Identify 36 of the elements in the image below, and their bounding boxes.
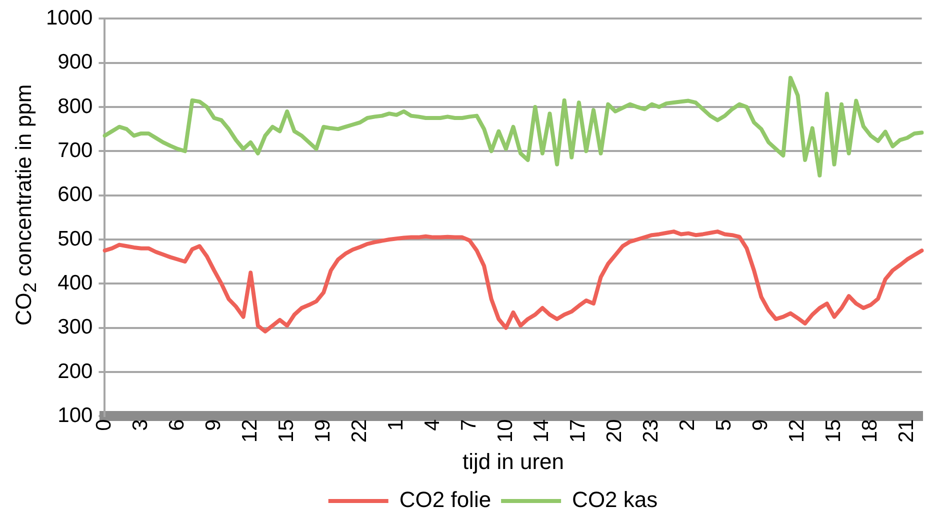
x-tick-label: 9	[749, 419, 772, 431]
x-tick-label: 14	[530, 418, 554, 443]
x-tick-label: 15	[822, 419, 846, 443]
x-tick-label: 6	[165, 419, 188, 431]
x-axis-title: tijd in uren	[462, 448, 564, 474]
x-tick-label: 20	[603, 419, 626, 443]
y-tick-label: 400	[58, 271, 93, 294]
y-tick-label: 700	[58, 138, 93, 162]
y-tick-label: 900	[58, 50, 93, 74]
x-tick-label: 21	[895, 419, 918, 443]
x-tick-label: 22	[348, 419, 371, 443]
x-tick-label: 4	[420, 418, 444, 431]
x-tick-label: 18	[858, 419, 882, 443]
y-tick-label: 300	[58, 316, 93, 339]
x-tick-label: 15	[274, 419, 298, 443]
x-tick-label: 2	[676, 419, 700, 431]
x-tick-label: 17	[566, 419, 590, 443]
y-tick-label: 600	[58, 183, 93, 206]
x-tick-label: 0	[92, 419, 116, 431]
y-tick-label: 100	[58, 404, 93, 428]
x-tick-label: 3	[128, 419, 152, 431]
legend-label: CO2 kas	[572, 487, 658, 512]
x-tick-label: 1	[384, 419, 408, 431]
x-tick-label: 10	[494, 419, 517, 443]
y-tick-label: 200	[58, 360, 93, 383]
y-tick-label: 800	[58, 94, 93, 118]
x-tick-label: 9	[202, 419, 225, 431]
legend-label: CO2 folie	[399, 487, 492, 512]
x-tick-label: 7	[457, 419, 480, 431]
x-tick-label: 19	[311, 419, 334, 443]
y-tick-label: 1000	[46, 6, 93, 30]
x-tick-label: 12	[786, 419, 809, 443]
x-tick-label: 23	[640, 419, 663, 443]
x-tick-label: 5	[712, 419, 736, 431]
x-tick-label: 12	[238, 419, 262, 443]
y-tick-label: 500	[58, 227, 93, 250]
